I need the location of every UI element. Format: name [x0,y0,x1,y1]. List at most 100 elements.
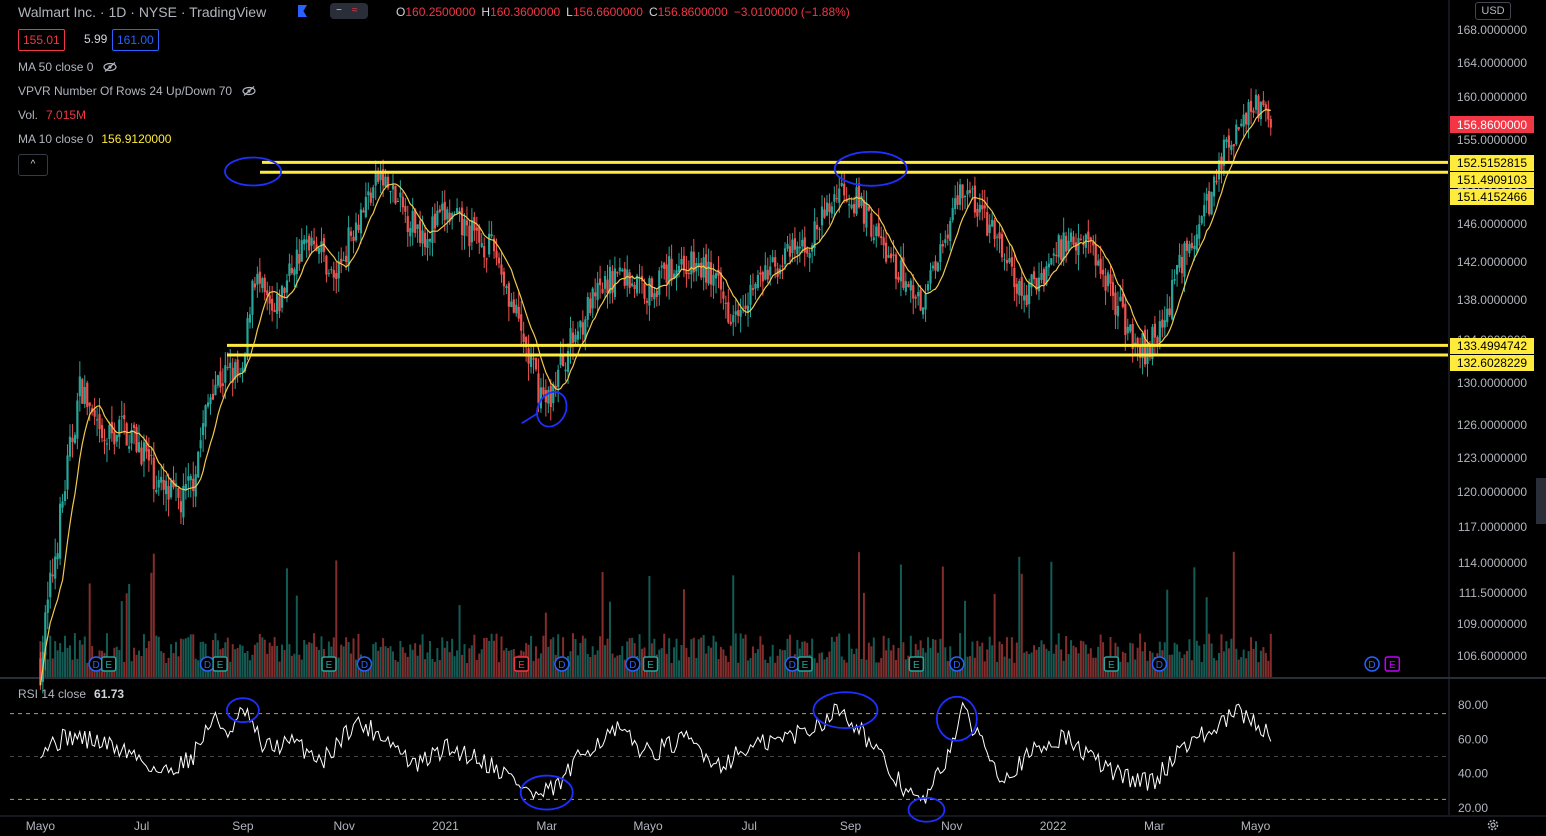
candle-body [1077,237,1080,256]
candle-body [803,237,806,253]
volume-bar [298,654,301,677]
volume-bar [347,642,350,677]
volume-bar [1035,649,1038,677]
earnings-marker [642,656,659,672]
candle-body [416,224,419,229]
currency-selector[interactable]: USD [1475,2,1511,20]
volume-bar [118,650,121,677]
candle-body [421,230,424,244]
volume-bar [354,659,357,677]
volume-bar [295,595,298,677]
candle-body [426,239,429,248]
candle-body [1106,272,1110,287]
indicator-volume[interactable]: Vol. 7.015M [18,108,86,122]
earnings-marker [797,656,813,672]
volume-bar [1269,633,1272,677]
volume-bar [197,660,200,677]
volume-bar [394,660,397,677]
volume-bar [623,659,626,677]
time-tick-label: Mayo [26,819,56,833]
candle-body [140,447,143,465]
symbol-title[interactable]: Walmart Inc. · 1D · NYSE · TradingView [18,4,267,20]
candle-body [1131,323,1134,349]
candle-body [1153,323,1156,338]
flag-icon[interactable] [298,5,307,17]
candle-body [909,280,912,291]
candle-body [229,362,232,368]
candle-body [690,251,693,275]
candle-body [1227,135,1230,148]
ohlc-key: H [481,5,491,19]
eye-hidden-icon[interactable] [103,62,117,72]
candle-body [978,204,981,213]
candle-body [349,231,353,236]
gear-icon[interactable] [1486,818,1500,832]
volume-bar [54,641,57,677]
candle-body [266,290,269,296]
volume-bar [421,634,424,677]
volume-bar [929,647,932,677]
volume-bar [268,642,271,677]
candle-body [273,309,276,312]
volume-bar [581,635,584,677]
ask-price[interactable]: 161.00 [112,29,159,51]
candle-body [56,553,59,560]
candle-body [613,268,616,297]
volume-bar [352,638,355,677]
collapse-legend-button[interactable]: ^ [18,154,48,176]
volume-bar [266,653,269,677]
volume-bar [51,658,54,677]
event-marker-label: E [1108,660,1115,671]
candle-body [1203,205,1206,217]
event-marker-label: E [1389,660,1396,671]
level-price-label: 151.4909103 [1457,173,1527,187]
candle-body [569,328,572,348]
indicator-ma50[interactable]: MA 50 close 0 [18,60,117,74]
volume-bar [453,656,456,677]
candle-body [209,397,212,405]
bid-price[interactable]: 155.01 [18,29,65,51]
volume-bar [369,662,372,677]
candle-body [599,278,602,286]
candle-body [1050,258,1053,265]
candle-body [39,658,42,686]
volume-bar [167,657,170,677]
rsi-tick-label: 40.00 [1458,767,1488,781]
candle-body [475,227,478,231]
candle-body [1042,269,1046,285]
candle-body [813,221,816,249]
volume-bar [1205,597,1208,677]
indicator-ma10[interactable]: MA 10 close 0 156.9120000 [18,132,171,146]
volume-bar [1092,657,1095,677]
last-price-label: 156.8600000 [1457,118,1527,132]
volume-bar [897,647,900,677]
volume-bar [46,659,49,677]
study-toggle[interactable]: − ≈ [330,3,368,19]
volume-bar [867,642,870,677]
rsi-legend[interactable]: RSI 14 close 61.73 [18,687,124,701]
volume-bar [478,653,481,677]
volume-bar [872,637,875,677]
volume-bar [253,644,256,677]
volume-bar [840,656,843,677]
ohlc-value: 156.6600000 [572,5,643,19]
candle-body [128,446,131,449]
candle-body [1190,242,1193,248]
indicator-vpvr[interactable]: VPVR Number Of Rows 24 Up/Down 70 [18,84,256,98]
candle-body [268,295,271,304]
wave-icon[interactable]: ≈ [352,5,358,16]
volume-bar [382,638,385,677]
volume-bar [463,644,466,677]
volume-bar [384,646,387,677]
candle-body [515,304,518,314]
candle-body [781,265,784,267]
candle-body [342,260,345,262]
candle-body [1257,95,1260,119]
candle-body [406,216,409,232]
eye-hidden-icon[interactable] [242,86,256,96]
volume-bar [1124,652,1127,677]
minus-icon[interactable]: − [336,5,342,16]
volume-bar [729,645,732,677]
candle-body [1020,277,1023,296]
